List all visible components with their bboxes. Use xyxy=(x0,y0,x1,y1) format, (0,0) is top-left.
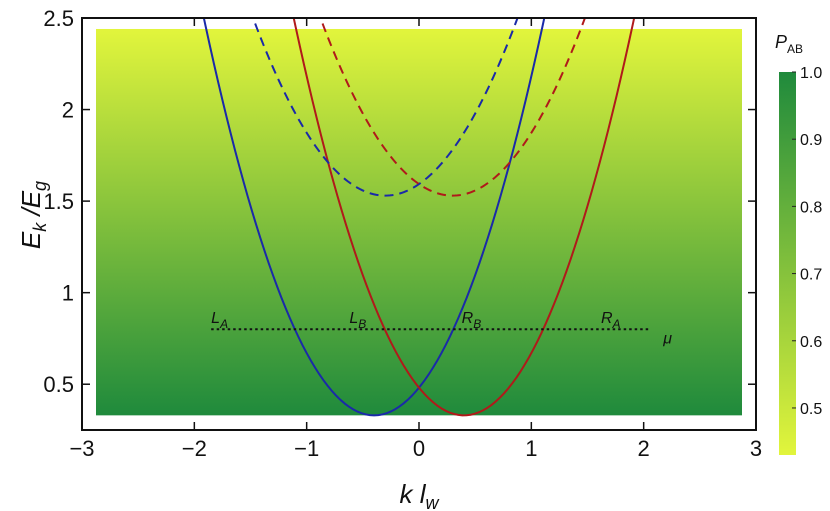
y-tick-label: 2 xyxy=(62,98,74,123)
x-tick-label: 3 xyxy=(750,436,762,461)
colorbar-tick-label: 0.7 xyxy=(800,267,822,284)
x-axis: −3 −2 −1 0 1 2 3 xyxy=(69,18,762,461)
colorbar-tick-label: 1.0 xyxy=(800,65,822,82)
colorbar xyxy=(779,72,796,455)
colorbar-tick-label: 0.5 xyxy=(800,401,822,418)
x-tick-label: 1 xyxy=(525,436,537,461)
band-curve-2 xyxy=(292,18,636,417)
crossing-label-1: LA xyxy=(211,310,228,331)
x-tick-label: −2 xyxy=(182,436,207,461)
y-tick-label: 1.5 xyxy=(43,189,74,214)
colorbar-axis: 0.5 0.6 0.7 0.8 0.9 1.0 xyxy=(792,65,822,418)
colorbar-tick-label: 0.8 xyxy=(800,199,822,216)
x-tick-label: 0 xyxy=(413,436,425,461)
x-tick-label: 2 xyxy=(638,436,650,461)
x-tick-label: −1 xyxy=(294,436,319,461)
y-tick-label: 2.5 xyxy=(43,6,74,31)
band-curve-1 xyxy=(202,18,546,417)
y-axis: 0.5 1 1.5 2 2.5 xyxy=(43,6,756,397)
dispersion-curves xyxy=(202,18,636,417)
x-tick-label: −3 xyxy=(69,436,94,461)
colorbar-tick-label: 0.6 xyxy=(800,334,822,351)
mu-label: μ xyxy=(662,330,672,347)
y-tick-label: 0.5 xyxy=(43,372,74,397)
crossing-label-2: LB xyxy=(349,310,366,331)
x-axis-label: k lw xyxy=(400,479,440,511)
y-axis-label: Ek /Eg xyxy=(16,181,50,249)
y-tick-label: 1 xyxy=(62,281,74,306)
colorbar-tick-label: 0.9 xyxy=(800,132,822,149)
band-curve-4 xyxy=(319,18,587,197)
crossing-label-4: RA xyxy=(601,310,621,331)
probability-heatmap xyxy=(96,28,742,416)
crossing-labels: LA LB RB RA xyxy=(211,310,620,331)
band-curve-3 xyxy=(251,18,519,197)
crossing-label-3: RB xyxy=(462,310,482,331)
colorbar-title: PAB xyxy=(775,32,803,56)
